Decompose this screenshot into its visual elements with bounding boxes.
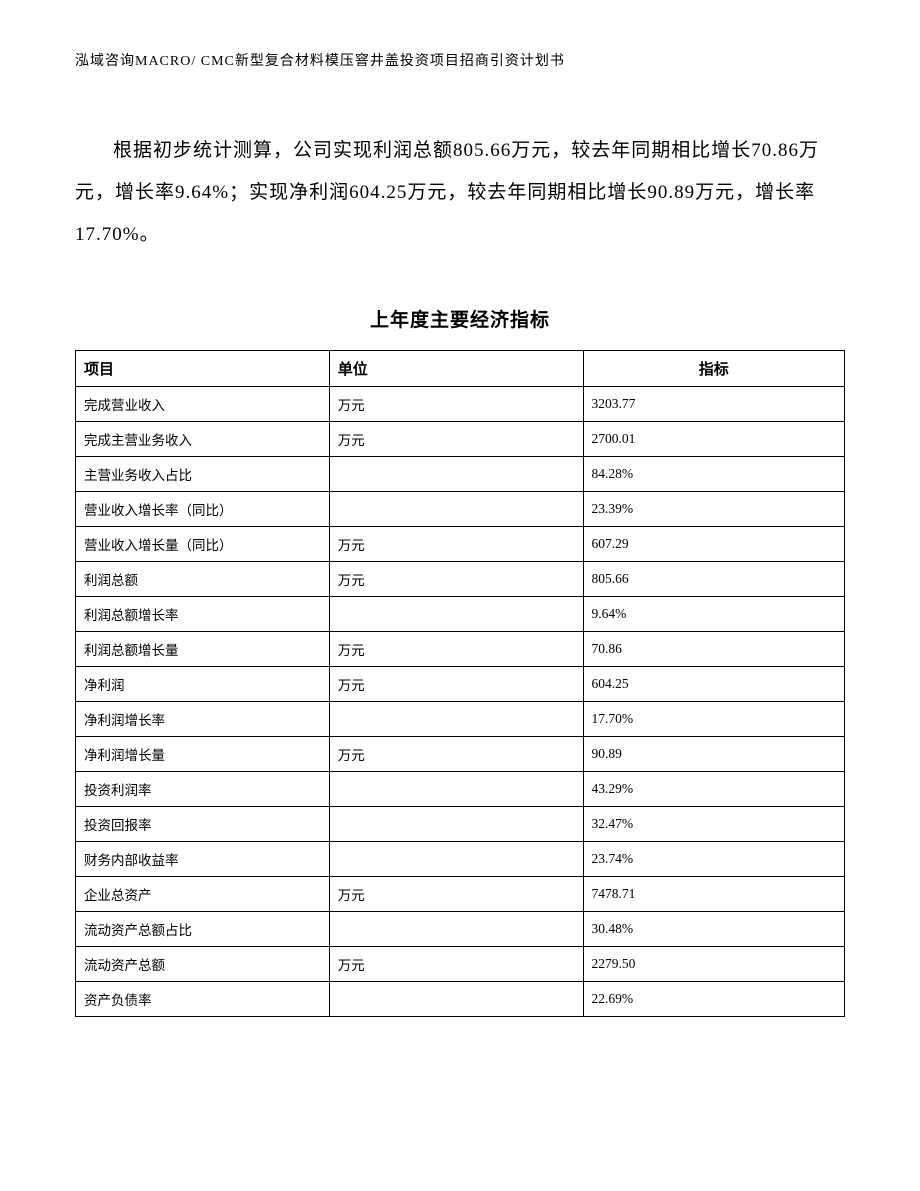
table-cell: 2700.01 <box>583 422 844 457</box>
table-cell: 利润总额 <box>76 562 330 597</box>
table-body: 完成营业收入万元3203.77完成主营业务收入万元2700.01主营业务收入占比… <box>76 387 845 1017</box>
table-cell <box>329 982 583 1017</box>
table-row: 流动资产总额占比 30.48% <box>76 912 845 947</box>
table-row: 完成营业收入万元3203.77 <box>76 387 845 422</box>
table-row: 利润总额万元805.66 <box>76 562 845 597</box>
table-cell <box>329 772 583 807</box>
body-paragraph: 根据初步统计测算，公司实现利润总额805.66万元，较去年同期相比增长70.86… <box>75 130 845 255</box>
table-title: 上年度主要经济指标 <box>75 305 845 332</box>
table-cell <box>329 457 583 492</box>
table-cell <box>329 702 583 737</box>
table-cell: 财务内部收益率 <box>76 842 330 877</box>
table-row: 流动资产总额万元2279.50 <box>76 947 845 982</box>
table-cell: 万元 <box>329 527 583 562</box>
table-cell: 70.86 <box>583 632 844 667</box>
table-row: 主营业务收入占比 84.28% <box>76 457 845 492</box>
table-row: 营业收入增长量（同比）万元607.29 <box>76 527 845 562</box>
table-cell: 主营业务收入占比 <box>76 457 330 492</box>
economic-indicators-table: 项目 单位 指标 完成营业收入万元3203.77完成主营业务收入万元2700.0… <box>75 350 845 1017</box>
table-cell: 2279.50 <box>583 947 844 982</box>
table-cell <box>329 597 583 632</box>
table-cell <box>329 492 583 527</box>
table-cell <box>329 807 583 842</box>
table-cell: 万元 <box>329 422 583 457</box>
table-cell <box>329 842 583 877</box>
column-header-project: 项目 <box>76 351 330 387</box>
table-cell: 604.25 <box>583 667 844 702</box>
table-cell: 607.29 <box>583 527 844 562</box>
table-cell: 3203.77 <box>583 387 844 422</box>
table-cell: 利润总额增长量 <box>76 632 330 667</box>
table-cell: 资产负债率 <box>76 982 330 1017</box>
table-cell: 完成主营业务收入 <box>76 422 330 457</box>
table-row: 资产负债率 22.69% <box>76 982 845 1017</box>
table-cell: 营业收入增长率（同比） <box>76 492 330 527</box>
table-cell: 22.69% <box>583 982 844 1017</box>
table-cell: 万元 <box>329 387 583 422</box>
table-row: 净利润万元604.25 <box>76 667 845 702</box>
table-cell: 万元 <box>329 562 583 597</box>
table-row: 净利润增长量万元90.89 <box>76 737 845 772</box>
table-cell: 营业收入增长量（同比） <box>76 527 330 562</box>
page-header: 泓域咨询MACRO/ CMC新型复合材料模压窨井盖投资项目招商引资计划书 <box>75 50 845 70</box>
table-row: 净利润增长率 17.70% <box>76 702 845 737</box>
table-cell: 万元 <box>329 737 583 772</box>
table-cell: 7478.71 <box>583 877 844 912</box>
table-cell: 30.48% <box>583 912 844 947</box>
table-cell: 90.89 <box>583 737 844 772</box>
table-cell: 17.70% <box>583 702 844 737</box>
table-cell: 23.74% <box>583 842 844 877</box>
table-cell: 43.29% <box>583 772 844 807</box>
column-header-unit: 单位 <box>329 351 583 387</box>
table-cell: 84.28% <box>583 457 844 492</box>
table-cell: 805.66 <box>583 562 844 597</box>
table-cell: 流动资产总额占比 <box>76 912 330 947</box>
table-cell: 净利润增长量 <box>76 737 330 772</box>
table-cell: 万元 <box>329 947 583 982</box>
table-row: 投资回报率 32.47% <box>76 807 845 842</box>
table-cell: 净利润增长率 <box>76 702 330 737</box>
table-cell: 23.39% <box>583 492 844 527</box>
table-cell: 利润总额增长率 <box>76 597 330 632</box>
table-row: 企业总资产万元7478.71 <box>76 877 845 912</box>
table-cell: 万元 <box>329 667 583 702</box>
table-cell: 企业总资产 <box>76 877 330 912</box>
table-cell: 完成营业收入 <box>76 387 330 422</box>
column-header-indicator: 指标 <box>583 351 844 387</box>
table-cell <box>329 912 583 947</box>
table-cell: 9.64% <box>583 597 844 632</box>
table-cell: 净利润 <box>76 667 330 702</box>
table-header-row: 项目 单位 指标 <box>76 351 845 387</box>
table-row: 利润总额增长率 9.64% <box>76 597 845 632</box>
table-cell: 万元 <box>329 877 583 912</box>
table-cell: 万元 <box>329 632 583 667</box>
table-row: 利润总额增长量万元70.86 <box>76 632 845 667</box>
table-row: 完成主营业务收入万元2700.01 <box>76 422 845 457</box>
table-row: 投资利润率 43.29% <box>76 772 845 807</box>
table-cell: 投资回报率 <box>76 807 330 842</box>
table-row: 财务内部收益率 23.74% <box>76 842 845 877</box>
table-row: 营业收入增长率（同比） 23.39% <box>76 492 845 527</box>
table-cell: 32.47% <box>583 807 844 842</box>
table-cell: 投资利润率 <box>76 772 330 807</box>
table-cell: 流动资产总额 <box>76 947 330 982</box>
